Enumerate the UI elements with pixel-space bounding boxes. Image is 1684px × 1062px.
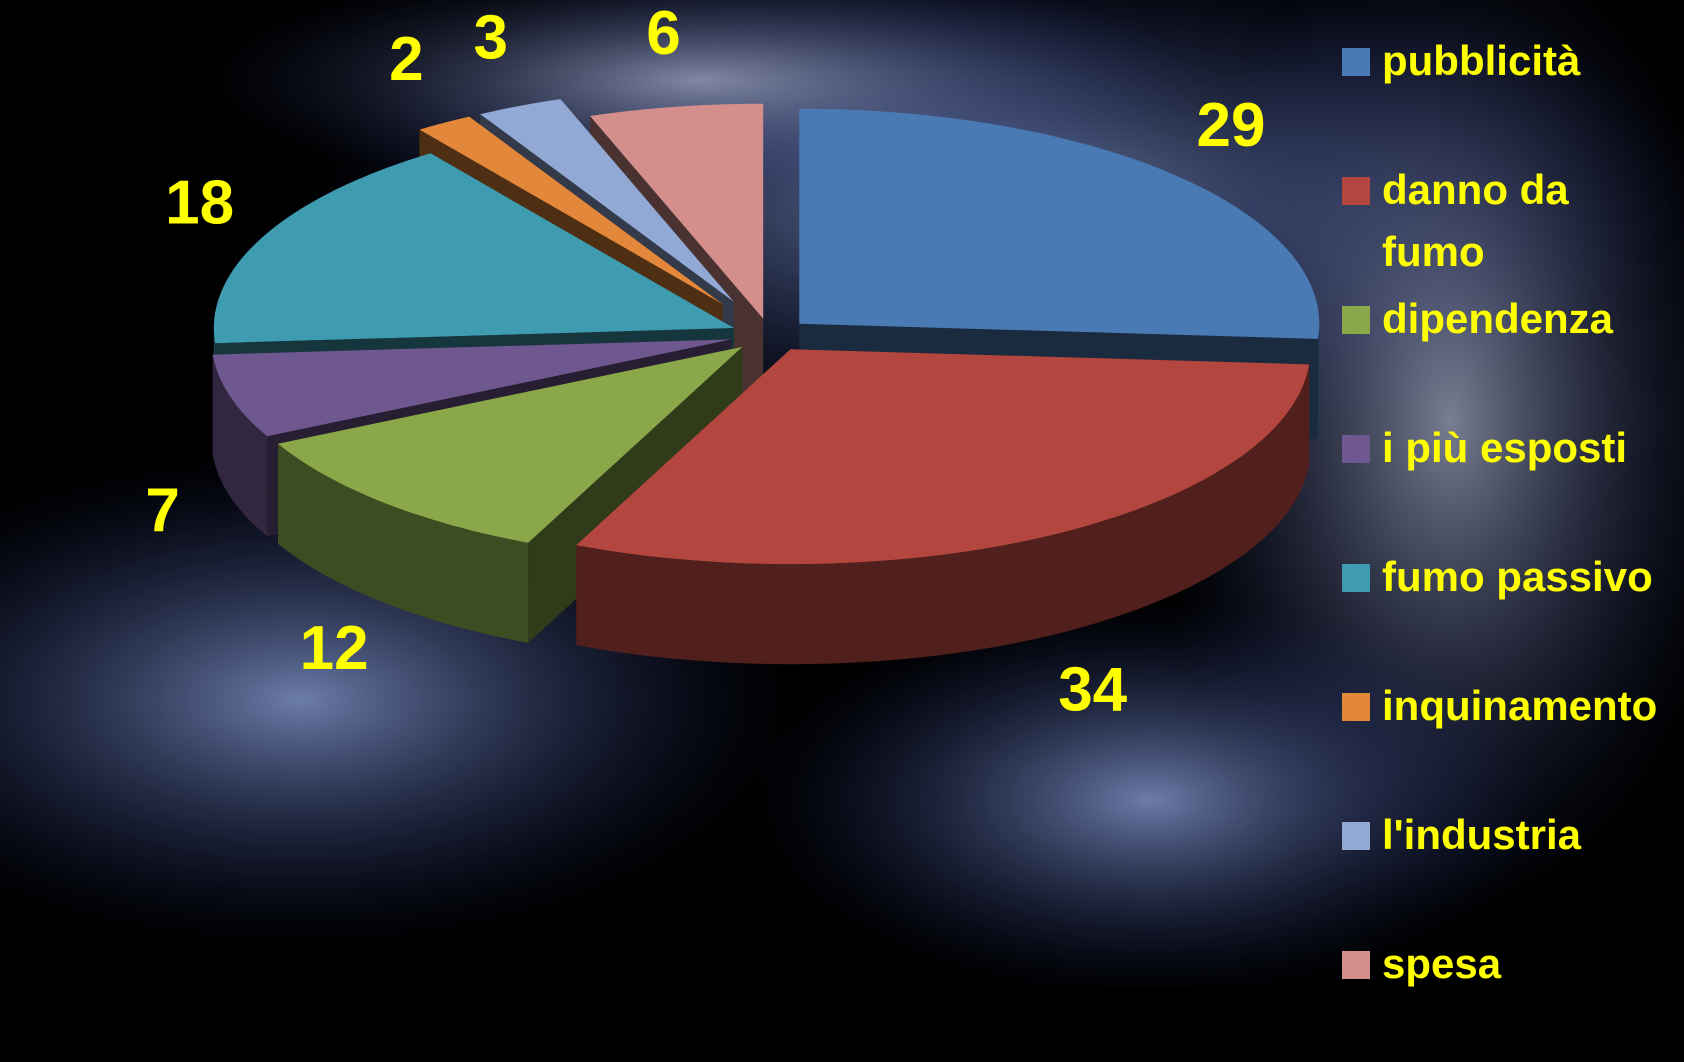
page: {"chart_data": {"type": "pie", "categori…	[0, 0, 1684, 989]
legend-label: l'industria	[1382, 811, 1582, 858]
slice	[799, 108, 1320, 339]
value-label: 29	[1196, 91, 1265, 160]
legend-item: pubblicità	[1342, 30, 1684, 159]
value-label: 7	[145, 476, 179, 545]
value-label: 12	[300, 614, 369, 683]
legend-label: danno da fumo	[1382, 166, 1569, 275]
slice-wall	[278, 443, 529, 643]
legend-swatch	[1342, 822, 1370, 850]
legend: pubblicità danno da fumo dipendenza i più e…	[1342, 30, 1684, 1062]
legend-item: l'industria	[1342, 804, 1684, 933]
value-labels: 29 34 12 7 18 2 3 6	[145, 0, 1265, 724]
slice	[590, 103, 764, 319]
slice	[480, 99, 734, 302]
chart: 29 34 12 7 18 2 3 6	[0, 0, 1684, 989]
legend-swatch	[1342, 48, 1370, 76]
slice-wall	[1318, 323, 1320, 439]
slice	[213, 153, 734, 344]
legend-item: fumo passivo	[1342, 546, 1684, 675]
legend-label: i più esposti	[1382, 424, 1628, 471]
legend-item: dipendenza	[1342, 288, 1684, 417]
slice-wall	[212, 354, 268, 537]
legend-swatch	[1342, 177, 1370, 205]
slice-wall	[576, 364, 1310, 665]
legend-item: danno da fumo	[1342, 159, 1684, 288]
legend-swatch	[1342, 951, 1370, 979]
pie	[212, 99, 1320, 665]
legend-label: pubblicità	[1382, 37, 1581, 84]
legend-swatch	[1342, 306, 1370, 334]
slice	[419, 116, 723, 305]
legend-label: inquinamento	[1382, 682, 1658, 729]
legend-label: dipendenza	[1382, 295, 1614, 342]
legend-label: spesa	[1382, 940, 1502, 987]
value-label: 3	[473, 4, 507, 73]
legend-swatch	[1342, 435, 1370, 463]
value-label: 2	[389, 25, 423, 94]
legend-label: fumo passivo	[1382, 553, 1653, 600]
slice	[278, 346, 743, 543]
legend-item: inquinamento	[1342, 675, 1684, 804]
legend-item: i più esposti	[1342, 417, 1684, 546]
slice	[576, 349, 1310, 565]
legend-swatch	[1342, 693, 1370, 721]
legend-item: spesa	[1342, 933, 1684, 1062]
value-label: 6	[646, 0, 680, 68]
value-label: 18	[165, 168, 234, 237]
value-label: 34	[1058, 655, 1127, 724]
legend-swatch	[1342, 564, 1370, 592]
slice	[212, 339, 732, 437]
